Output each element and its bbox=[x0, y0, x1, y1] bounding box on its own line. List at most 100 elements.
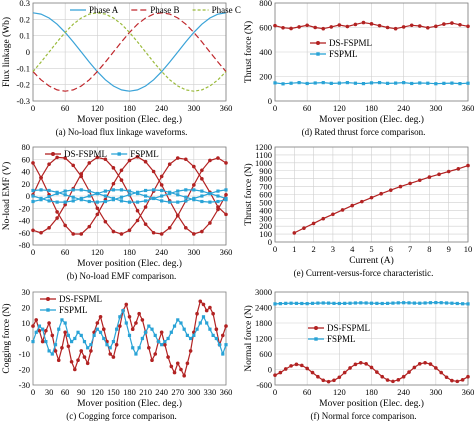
x-tick-label: 120 bbox=[91, 103, 104, 113]
data-point bbox=[278, 302, 282, 306]
data-point bbox=[208, 191, 212, 196]
y-tick-label: 1800 bbox=[255, 318, 272, 328]
x-tick-label: 60 bbox=[61, 103, 70, 113]
data-point bbox=[313, 81, 317, 85]
data-point bbox=[208, 158, 212, 163]
data-point bbox=[63, 193, 67, 197]
y-tick-label: 1200 bbox=[255, 142, 272, 152]
data-point bbox=[85, 361, 90, 366]
data-point bbox=[119, 178, 124, 182]
x-tick-label: 0 bbox=[273, 244, 277, 254]
series-line-e-0 bbox=[294, 165, 469, 234]
y-tick-label: 40 bbox=[22, 167, 31, 177]
data-point bbox=[466, 24, 470, 29]
data-point bbox=[160, 194, 164, 198]
x-tick-label: 300 bbox=[429, 103, 442, 113]
data-point bbox=[460, 378, 465, 382]
y-tick-label: 0.1 bbox=[19, 31, 30, 41]
data-point bbox=[87, 224, 92, 229]
data-point bbox=[39, 188, 43, 192]
data-point bbox=[369, 81, 374, 85]
data-point bbox=[102, 336, 106, 341]
x-axis-label: Mover position (Elec. deg.) bbox=[319, 114, 424, 125]
y-tick-label: 200 bbox=[259, 221, 272, 231]
chart-caption: (f) Normal force comparison. bbox=[311, 411, 417, 421]
data-point bbox=[163, 342, 167, 347]
data-point bbox=[63, 189, 67, 193]
x-tick-label: 330 bbox=[204, 387, 217, 397]
chart-caption: (b) No-load EMF comparison. bbox=[67, 271, 176, 281]
data-point bbox=[73, 367, 77, 372]
data-point bbox=[289, 26, 293, 31]
data-point bbox=[205, 321, 209, 325]
data-point bbox=[66, 333, 70, 337]
data-point bbox=[401, 25, 406, 29]
y-tick-label: 3000 bbox=[255, 287, 272, 297]
data-point bbox=[385, 301, 390, 305]
data-point bbox=[111, 181, 116, 186]
data-point bbox=[434, 82, 438, 86]
data-point bbox=[456, 166, 461, 171]
data-point bbox=[402, 301, 406, 305]
data-point bbox=[55, 200, 59, 204]
data-point bbox=[63, 223, 67, 228]
data-point bbox=[172, 370, 177, 375]
data-point bbox=[47, 195, 51, 199]
data-point bbox=[160, 199, 164, 203]
x-tick-label: 270 bbox=[171, 387, 184, 397]
data-point bbox=[297, 25, 301, 29]
data-point bbox=[273, 302, 277, 306]
data-point bbox=[119, 232, 124, 236]
x-tick-label: 5 bbox=[369, 244, 373, 254]
x-tick-label: 8 bbox=[427, 244, 431, 254]
data-point bbox=[47, 349, 51, 353]
data-point bbox=[111, 188, 116, 192]
data-point bbox=[185, 361, 190, 366]
data-point bbox=[442, 81, 446, 85]
y-tick-label: -30 bbox=[19, 380, 30, 390]
data-point bbox=[143, 205, 148, 209]
y-tick-label: 20 bbox=[22, 303, 31, 313]
data-point bbox=[214, 327, 219, 332]
chart-e: 0100200300400500600700800900100011001200… bbox=[243, 142, 472, 278]
data-point bbox=[358, 360, 363, 365]
data-point bbox=[76, 330, 80, 334]
data-point bbox=[360, 199, 364, 204]
data-point bbox=[86, 346, 90, 350]
data-point bbox=[446, 169, 451, 174]
x-tick-label: 360 bbox=[462, 387, 474, 397]
x-tick-label: 300 bbox=[187, 387, 200, 397]
data-point bbox=[224, 192, 228, 197]
data-point bbox=[200, 194, 204, 198]
data-point bbox=[31, 199, 35, 204]
data-point bbox=[224, 196, 228, 201]
data-point bbox=[47, 199, 51, 203]
data-point bbox=[428, 362, 433, 366]
data-point bbox=[321, 216, 326, 221]
legend-marker bbox=[314, 326, 318, 330]
y-tick-label: 60 bbox=[22, 154, 31, 164]
x-tick-label: 60 bbox=[61, 247, 70, 257]
data-point bbox=[198, 299, 203, 304]
data-point bbox=[44, 328, 48, 333]
data-point bbox=[103, 199, 107, 204]
data-point bbox=[37, 328, 42, 333]
y-tick-label: -600 bbox=[256, 380, 272, 390]
data-point bbox=[321, 378, 326, 383]
data-point bbox=[216, 207, 220, 212]
legend-label: Phase B bbox=[150, 5, 179, 15]
data-point bbox=[127, 200, 132, 204]
data-point bbox=[305, 81, 309, 86]
y-axis-label: Normal force (N) bbox=[243, 305, 254, 371]
data-point bbox=[98, 315, 103, 319]
data-point bbox=[63, 156, 67, 160]
data-point bbox=[281, 25, 285, 30]
y-tick-label: 700 bbox=[259, 182, 272, 192]
series-line-phase-b bbox=[32, 12, 227, 92]
data-point bbox=[34, 318, 39, 322]
data-point bbox=[184, 199, 188, 203]
data-point bbox=[119, 168, 124, 173]
y-tick-label: 100 bbox=[259, 229, 272, 239]
legend-marker bbox=[117, 152, 121, 156]
